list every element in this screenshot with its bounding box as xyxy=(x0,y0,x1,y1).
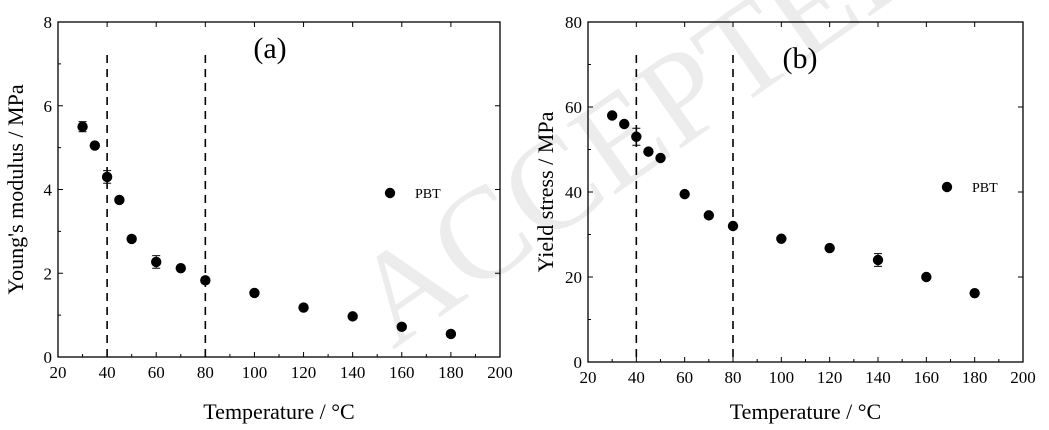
x-tick-label: 80 xyxy=(197,363,214,382)
data-point xyxy=(126,233,137,245)
x-tick-label: 60 xyxy=(148,363,165,382)
y-tick-label: 20 xyxy=(565,268,582,287)
data-point xyxy=(151,256,162,268)
x-tick-label: 160 xyxy=(914,368,940,387)
x-tick-label: 80 xyxy=(725,368,742,387)
data-point xyxy=(114,194,125,206)
legend-label: PBT xyxy=(415,187,441,202)
x-tick-label: 20 xyxy=(50,363,67,382)
x-axis-label: Temperature / °C xyxy=(730,399,881,424)
y-tick-label: 0 xyxy=(44,348,53,367)
x-tick-label: 180 xyxy=(438,363,464,382)
y-axis-label: Young's modulus / MPa xyxy=(3,84,28,294)
data-point xyxy=(872,254,884,266)
panel-label: (b) xyxy=(783,42,818,75)
chart-panel-a: 20 40 60 80 100 120 140 160 180 200 0 2 4 6 8 Temperatu… xyxy=(3,13,513,424)
x-tick-label: 180 xyxy=(962,368,988,387)
y-tick-label: 6 xyxy=(44,97,53,116)
data-point xyxy=(445,328,457,340)
x-tick-label: 140 xyxy=(340,363,366,382)
y-tick-label: 60 xyxy=(565,98,582,117)
data-point xyxy=(679,188,690,200)
data-point xyxy=(77,121,88,132)
data-point xyxy=(619,118,630,130)
data-point xyxy=(606,110,618,121)
panel-label: (a) xyxy=(253,32,286,65)
data-point xyxy=(298,302,309,313)
y-tick-label: 80 xyxy=(565,13,582,32)
y-tick-label: 40 xyxy=(565,183,582,202)
data-point xyxy=(631,131,642,142)
data-point xyxy=(249,287,260,299)
x-tick-label: 200 xyxy=(487,363,513,382)
x-tick-label: 120 xyxy=(291,363,317,382)
data-point xyxy=(200,275,211,286)
x-axis-label: Temperature / °C xyxy=(203,399,354,424)
legend-marker xyxy=(384,187,396,199)
y-tick-label: 0 xyxy=(574,353,583,372)
y-tick-label: 4 xyxy=(44,181,53,200)
data-point xyxy=(655,152,666,164)
data-point xyxy=(776,233,787,244)
data-point xyxy=(921,271,932,283)
x-tick-label: 200 xyxy=(1010,368,1036,387)
data-point xyxy=(89,140,101,151)
x-tick-label: 40 xyxy=(99,363,116,382)
y-tick-label: 2 xyxy=(44,264,53,283)
x-tick-label: 40 xyxy=(628,368,645,387)
x-tick-label: 20 xyxy=(580,368,597,387)
y-tick-label: 8 xyxy=(44,13,53,32)
x-tick-label: 120 xyxy=(817,368,843,387)
x-tick-label: 140 xyxy=(865,368,891,387)
x-tick-label: 100 xyxy=(769,368,795,387)
x-tick-label: 100 xyxy=(242,363,268,382)
data-point xyxy=(347,311,358,322)
data-point xyxy=(643,146,654,157)
chart-panel-b: 20 40 60 80 100 120 140 160 180 200020406080Tempe… xyxy=(533,13,1036,424)
x-tick-label: 160 xyxy=(389,363,415,382)
data-point xyxy=(175,263,186,274)
data-point xyxy=(703,210,715,221)
data-point xyxy=(824,242,835,254)
legend-marker xyxy=(941,181,953,193)
x-tick-label: 60 xyxy=(676,368,693,387)
y-axis-label: Yield stress / MPa xyxy=(533,111,558,272)
data-point xyxy=(969,287,980,299)
data-point xyxy=(396,321,407,333)
data-point xyxy=(727,220,739,232)
legend-label: PBT xyxy=(972,181,998,196)
data-point xyxy=(101,171,113,183)
